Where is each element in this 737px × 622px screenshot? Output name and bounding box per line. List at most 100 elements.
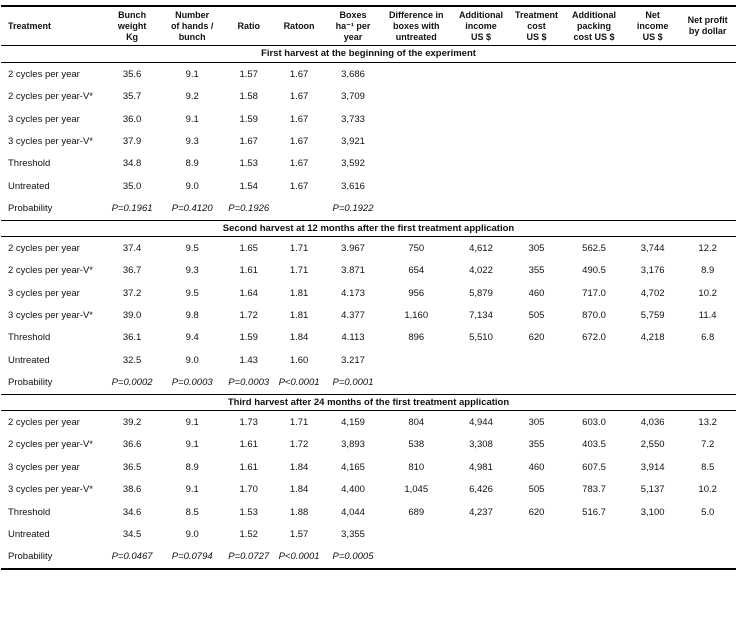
value-cell: 9.0 (185, 528, 199, 540)
value-cell (381, 130, 451, 152)
value-cell (626, 108, 679, 130)
column-header: Difference in boxes with untreated (381, 6, 452, 47)
value-cell: 4,702 (640, 287, 665, 299)
value-cell: 460 (528, 287, 545, 299)
value-cell: 620 (528, 332, 545, 344)
table-row: 2 cycles per year 39.2 9.1 1.73 1.71 4,159 804… (1, 411, 736, 434)
table-body: First harvest at the beginning of the ex… (1, 45, 736, 569)
value-cell: 654 (408, 265, 425, 277)
value-cell: 1.65 (239, 242, 258, 254)
table-header: Treatment Bunch weight Kg Number of hands … (1, 6, 736, 47)
value-cell: 1.67 (289, 135, 309, 147)
value-cell: 9.5 (185, 287, 199, 299)
value-cell: 603.0 (582, 417, 606, 429)
value-cell (626, 152, 679, 174)
table-row: 2 cycles per year-V* 36.6 9.1 1.61 1.72 3,893… (1, 433, 736, 455)
value-cell: 355 (528, 265, 545, 277)
value-cell: 1.84 (289, 332, 309, 344)
value-cell (562, 62, 626, 85)
value-cell: 1.81 (289, 287, 309, 299)
value-cell: 32.5 (122, 354, 142, 366)
value-cell: 9.2 (185, 91, 199, 103)
value-cell (626, 349, 679, 371)
column-header: Treatment (1, 6, 104, 47)
value-cell: 403.5 (582, 439, 606, 451)
value-cell: 1.84 (289, 461, 309, 473)
value-cell: 3,686 (341, 68, 365, 80)
value-cell (562, 175, 626, 197)
treatment-label: Untreated (8, 354, 50, 366)
value-cell: 4,159 (341, 417, 365, 429)
value-cell (679, 62, 736, 85)
value-cell: 3.217 (341, 354, 365, 366)
treatment-label: 2 cycles per year-V* (8, 91, 94, 103)
value-cell: 38.6 (122, 484, 142, 496)
treatment-label: 2 cycles per year-V* (8, 439, 94, 451)
table-row: 2 cycles per year-V* 35.7 9.2 1.58 1.67 3,709 (1, 85, 736, 107)
value-cell: 4.113 (341, 332, 365, 344)
table-row: Threshold 34.6 8.5 1.53 1.88 4,044 689 4,237 620… (1, 501, 736, 523)
value-cell (511, 371, 562, 394)
value-cell: 1.59 (239, 332, 258, 344)
column-header: Bunch weight Kg (103, 6, 161, 47)
value-cell: 13.2 (698, 417, 717, 429)
treatment-label: 2 cycles per year-V* (8, 265, 94, 277)
value-cell (626, 85, 679, 107)
value-cell: 39.0 (122, 310, 142, 322)
value-cell: 35.0 (122, 180, 142, 192)
value-cell: 36.1 (122, 332, 142, 344)
value-cell: P=0.0002 (111, 377, 153, 389)
value-cell: 460 (528, 461, 545, 473)
value-cell: 8.9 (185, 158, 199, 170)
value-cell (679, 197, 736, 220)
value-cell: 37.9 (122, 135, 142, 147)
value-cell (562, 349, 626, 371)
value-cell: 1.67 (289, 91, 309, 103)
treatment-label: 2 cycles per year (8, 417, 80, 429)
value-cell: 1.59 (239, 113, 258, 125)
value-cell: 10.2 (698, 484, 717, 496)
value-cell: 1.53 (239, 158, 258, 170)
value-cell: 1.67 (289, 68, 309, 80)
value-cell: 355 (528, 439, 545, 451)
table-row: 3 cycles per year-V* 39.0 9.8 1.72 1.81 4.377… (1, 304, 736, 326)
value-cell: 5,137 (640, 484, 665, 496)
value-cell (381, 371, 451, 394)
value-cell: 8.9 (185, 461, 199, 473)
value-cell: 3,914 (640, 461, 665, 473)
value-cell (562, 85, 626, 107)
value-cell: 1,160 (404, 310, 429, 322)
value-cell: 4,044 (341, 506, 365, 518)
value-cell (451, 371, 511, 394)
value-cell: 4,237 (469, 506, 493, 518)
treatment-label: 3 cycles per year (8, 461, 80, 473)
value-cell: 3,893 (341, 439, 365, 451)
value-cell: 10.2 (698, 287, 717, 299)
value-cell (562, 108, 626, 130)
header-row: Treatment Bunch weight Kg Number of hands … (1, 6, 736, 47)
value-cell (451, 152, 511, 174)
results-table: Treatment Bunch weight Kg Number of hands … (1, 5, 736, 570)
value-cell: 956 (408, 287, 425, 299)
value-cell (511, 523, 562, 545)
value-cell: 1.67 (289, 158, 309, 170)
value-cell: 4,612 (469, 242, 493, 254)
value-cell: 8.5 (185, 506, 199, 518)
section-header-row: Third harvest after 24 months of the fir… (1, 393, 736, 412)
value-cell: 689 (408, 506, 425, 518)
value-cell: 6,426 (469, 484, 493, 496)
value-cell: 34.8 (122, 158, 142, 170)
section-title: First harvest at the beginning of the ex… (1, 45, 736, 63)
value-cell: 37.4 (122, 242, 142, 254)
value-cell (451, 130, 511, 152)
value-cell: 9.1 (185, 68, 199, 80)
value-cell: 9.1 (185, 439, 199, 451)
value-cell: 810 (408, 461, 425, 473)
treatment-label: Probability (8, 377, 53, 389)
value-cell: 1.73 (239, 417, 258, 429)
value-cell: 1.61 (239, 439, 258, 451)
value-cell (679, 371, 736, 394)
value-cell (451, 85, 511, 107)
value-cell (626, 371, 679, 394)
value-cell: 9.1 (185, 417, 199, 429)
